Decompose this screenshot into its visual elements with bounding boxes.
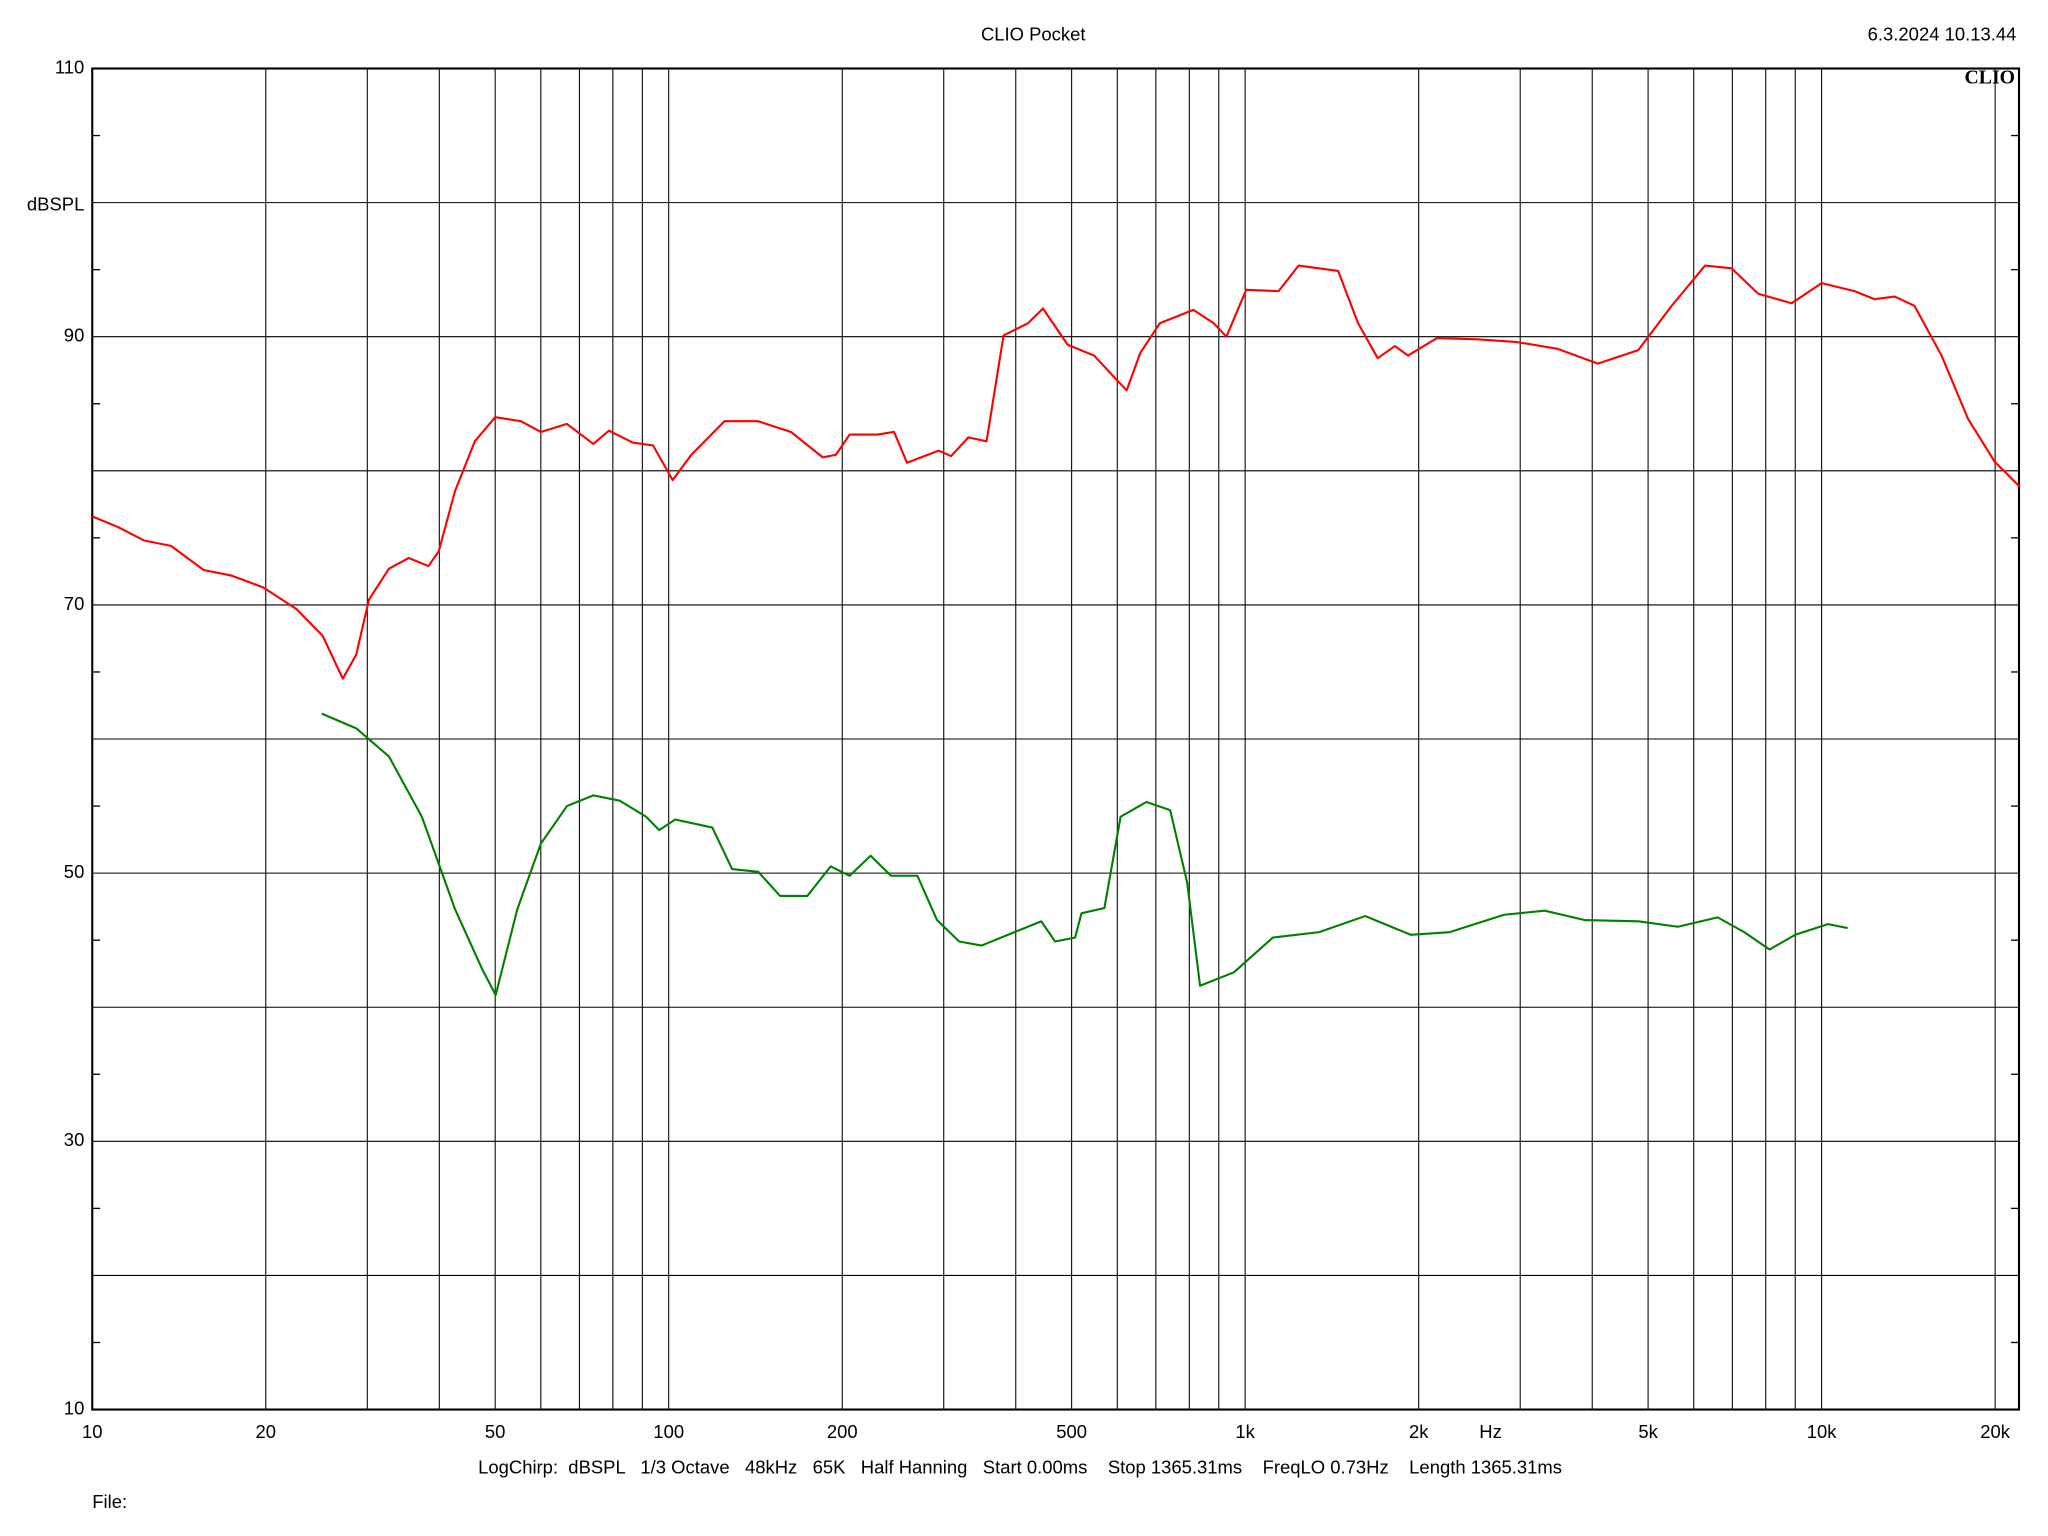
data-line [321, 712, 1848, 997]
x-tick-label: 10k [1807, 1421, 1838, 1442]
x-unit: Hz [1479, 1421, 1502, 1442]
x-tick-label: 2k [1409, 1421, 1429, 1442]
x-tick-label: 10 [82, 1421, 103, 1442]
y-tick-label: 50 [64, 861, 85, 882]
x-tick-label: 20k [1980, 1421, 2011, 1442]
y-tick-label: 10 [64, 1397, 85, 1418]
y-tick-label: 70 [64, 593, 85, 614]
footer: LogChirp: dBSPL 1/3 Octave 48kHz 65K Hal… [478, 1457, 1562, 1478]
x-tick-label: 50 [485, 1421, 506, 1442]
x-tick-label: 100 [653, 1421, 684, 1442]
x-tick-label: 500 [1056, 1421, 1087, 1442]
x-tick-label: 200 [827, 1421, 858, 1442]
y-tick-label: 90 [64, 325, 85, 346]
y-axis-label: dBSPL [27, 193, 84, 214]
y-tick-label: 110 [55, 56, 84, 77]
chart-title: CLIO Pocket [981, 23, 1086, 44]
plot-frame [91, 67, 2021, 1411]
x-tick-label: 1k [1235, 1421, 1255, 1442]
x-tick-label: 5k [1638, 1421, 1658, 1442]
data-line [91, 264, 2021, 680]
timestamp: 6.3.2024 10.13.44 [1868, 23, 2017, 44]
x-tick-label: 20 [256, 1421, 277, 1442]
logo: CLIO [1965, 67, 2015, 89]
y-tick-label: 30 [64, 1129, 85, 1150]
file-label: File: [92, 1491, 127, 1512]
